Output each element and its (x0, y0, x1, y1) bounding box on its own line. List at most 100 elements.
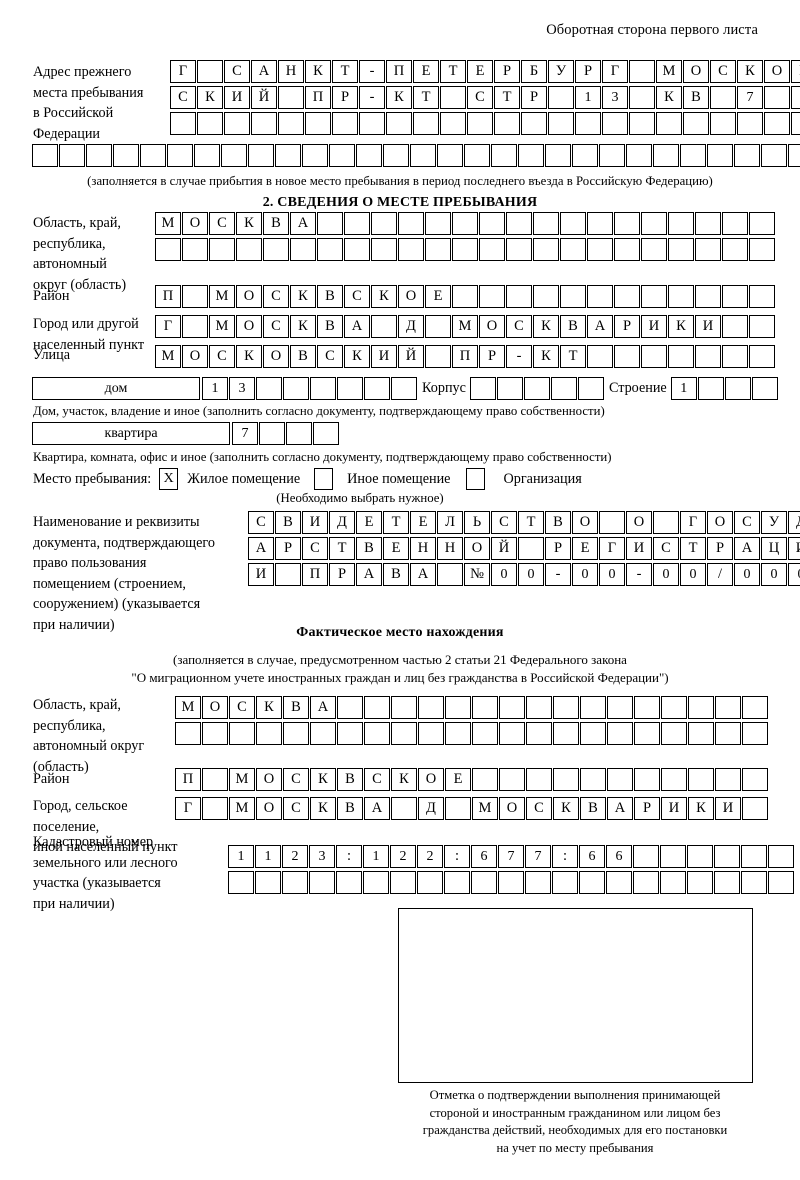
prev-address-grid-fullrow[interactable] (32, 144, 800, 167)
char-cell[interactable] (305, 112, 331, 135)
place-type-row[interactable]: Место пребывания: Х Жилое помещение Иное… (33, 468, 582, 490)
char-cell[interactable]: О (236, 285, 262, 308)
char-cell[interactable] (255, 871, 281, 894)
char-cell[interactable] (364, 722, 390, 745)
char-cell[interactable]: 0 (572, 563, 598, 586)
char-cell[interactable]: К (290, 315, 316, 338)
char-cell[interactable] (518, 144, 544, 167)
char-cell[interactable]: 3 (309, 845, 335, 868)
char-cell[interactable] (695, 238, 721, 261)
char-cell[interactable] (506, 238, 532, 261)
char-cell[interactable]: С (283, 797, 309, 820)
char-cell[interactable]: К (197, 86, 223, 109)
char-cell[interactable] (634, 722, 660, 745)
cadastral-row-2[interactable] (228, 871, 795, 894)
char-cell[interactable]: 7 (737, 86, 763, 109)
char-cell[interactable] (661, 696, 687, 719)
char-cell[interactable] (344, 238, 370, 261)
char-cell[interactable] (626, 144, 652, 167)
checkbox-residential[interactable]: Х (159, 468, 179, 490)
char-cell[interactable]: Й (251, 86, 277, 109)
char-cell[interactable]: О (236, 315, 262, 338)
char-cell[interactable]: С (263, 315, 289, 338)
char-cell[interactable]: М (656, 60, 682, 83)
char-cell[interactable]: Г (155, 315, 181, 338)
char-cell[interactable]: К (391, 768, 417, 791)
char-cell[interactable]: - (626, 563, 652, 586)
char-cell[interactable] (688, 696, 714, 719)
char-cell[interactable] (283, 722, 309, 745)
char-cell[interactable] (526, 696, 552, 719)
char-cell[interactable] (629, 112, 655, 135)
char-cell[interactable]: А (344, 315, 370, 338)
char-cell[interactable] (278, 112, 304, 135)
char-cell[interactable]: О (464, 537, 490, 560)
char-cell[interactable] (629, 60, 655, 83)
char-cell[interactable] (445, 797, 471, 820)
char-cell[interactable]: М (229, 797, 255, 820)
char-cell[interactable] (764, 112, 790, 135)
char-cell[interactable]: Н (278, 60, 304, 83)
char-cell[interactable]: У (761, 511, 787, 534)
char-cell[interactable]: О (572, 511, 598, 534)
char-cell[interactable] (634, 768, 660, 791)
char-cell[interactable]: О (182, 345, 208, 368)
al-region-row-2[interactable] (175, 722, 769, 745)
char-cell[interactable] (290, 238, 316, 261)
char-cell[interactable] (641, 238, 667, 261)
checkbox-organization[interactable] (466, 468, 486, 490)
char-cell[interactable]: П (175, 768, 201, 791)
char-cell[interactable] (614, 212, 640, 235)
char-cell[interactable] (580, 722, 606, 745)
char-cell[interactable] (521, 112, 547, 135)
char-cell[interactable]: О (256, 768, 282, 791)
char-cell[interactable]: И (695, 315, 721, 338)
char-cell[interactable] (545, 144, 571, 167)
char-cell[interactable] (256, 377, 282, 400)
char-cell[interactable] (464, 144, 490, 167)
char-cell[interactable]: 1 (255, 845, 281, 868)
char-cell[interactable]: О (626, 511, 652, 534)
char-cell[interactable]: И (371, 345, 397, 368)
char-cell[interactable]: 0 (734, 563, 760, 586)
char-cell[interactable] (359, 112, 385, 135)
char-cell[interactable] (668, 285, 694, 308)
char-cell[interactable] (607, 696, 633, 719)
char-cell[interactable] (548, 112, 574, 135)
char-cell[interactable] (452, 238, 478, 261)
char-cell[interactable]: 1 (202, 377, 228, 400)
char-cell[interactable]: С (263, 285, 289, 308)
char-cell[interactable]: И (302, 511, 328, 534)
char-cell[interactable] (791, 112, 800, 135)
char-cell[interactable] (641, 212, 667, 235)
char-cell[interactable]: С (209, 345, 235, 368)
char-cell[interactable] (202, 768, 228, 791)
char-cell[interactable] (749, 345, 775, 368)
char-cell[interactable] (688, 768, 714, 791)
char-cell[interactable] (445, 722, 471, 745)
document-row-1[interactable]: СВИДЕТЕЛЬСТВООГОСУД (248, 511, 800, 534)
char-cell[interactable]: Р (614, 315, 640, 338)
char-cell[interactable]: Т (494, 86, 520, 109)
char-cell[interactable] (413, 112, 439, 135)
char-cell[interactable] (788, 144, 800, 167)
char-cell[interactable]: С (229, 696, 255, 719)
char-cell[interactable] (614, 285, 640, 308)
char-cell[interactable]: 7 (498, 845, 524, 868)
char-cell[interactable] (587, 212, 613, 235)
char-cell[interactable]: С (526, 797, 552, 820)
char-cell[interactable] (742, 797, 768, 820)
char-cell[interactable] (548, 86, 574, 109)
char-cell[interactable] (356, 144, 382, 167)
char-cell[interactable]: Г (599, 537, 625, 560)
char-cell[interactable] (499, 722, 525, 745)
char-cell[interactable]: С (710, 60, 736, 83)
char-cell[interactable]: К (656, 86, 682, 109)
char-cell[interactable]: Д (398, 315, 424, 338)
char-cell[interactable] (683, 112, 709, 135)
